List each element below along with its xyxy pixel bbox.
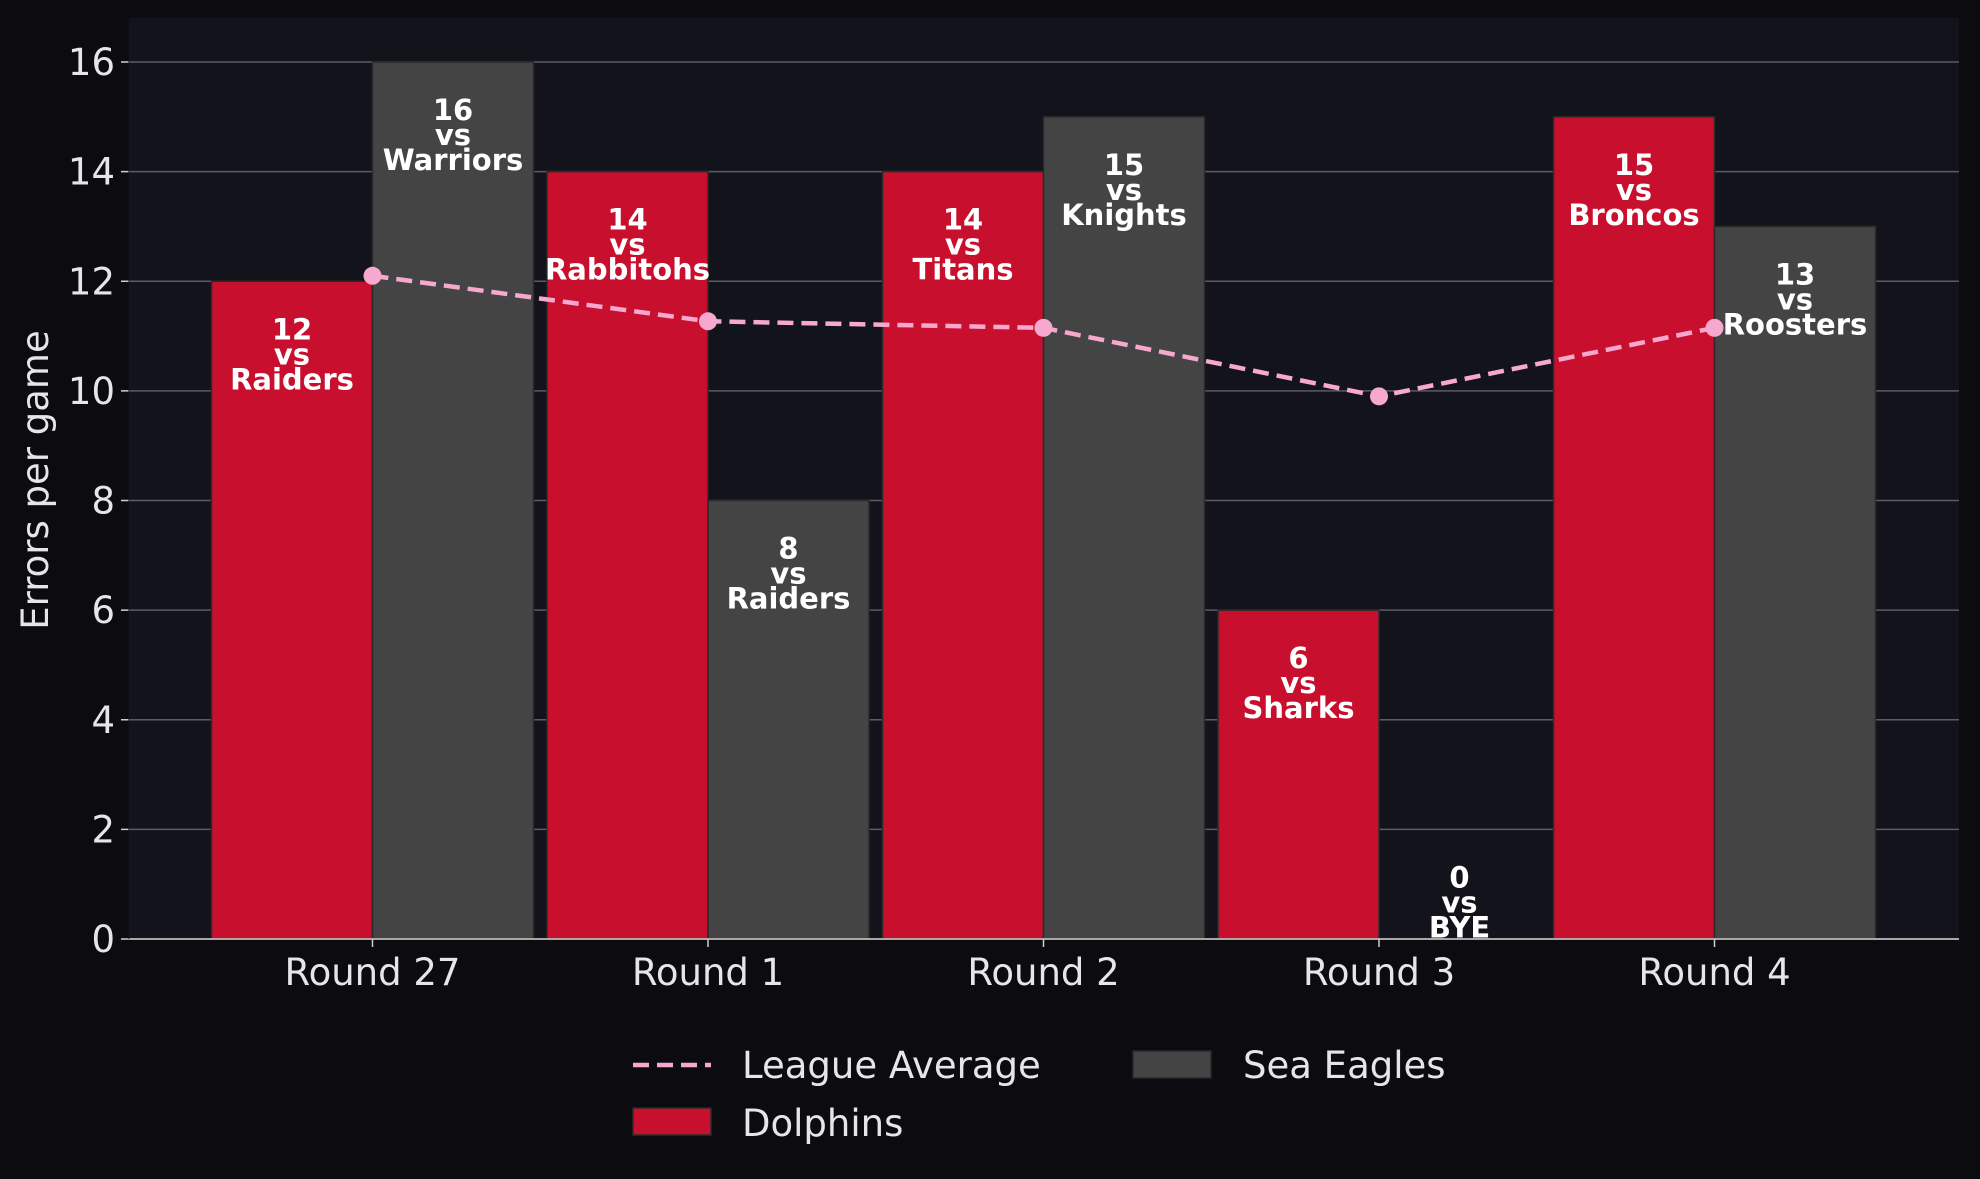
league-average-point <box>1034 318 1053 337</box>
bar-dolphins <box>546 170 709 940</box>
y-tick-label: 0 <box>91 918 115 961</box>
bar-data-label: 16 vs Warriors <box>383 93 524 177</box>
bar-dolphins <box>881 170 1045 940</box>
bar-data-label: 8 vs Raiders <box>727 532 851 616</box>
bar-dolphins <box>1552 116 1716 940</box>
bar-sea-eagles <box>371 61 535 940</box>
y-tick-label: 6 <box>91 589 115 632</box>
league-average-point <box>363 266 382 285</box>
y-tick-label: 4 <box>91 699 115 742</box>
legend-swatch-dolphins <box>632 1107 712 1136</box>
x-tick-label: Round 2 <box>967 951 1119 994</box>
league-average-point <box>699 312 717 331</box>
x-tick-label: Round 3 <box>1303 951 1455 994</box>
x-tick-label: Round 4 <box>1638 951 1790 994</box>
y-tick-label: 2 <box>91 808 115 851</box>
bar-sea-eagles <box>1713 225 1877 940</box>
x-axis: Round 27 Round 1 Round 2 Round 3 Round 4 <box>128 18 1959 994</box>
bar-labels: 12 vs Raiders 14 vs Rabbitohs 14 vs Titans 6 vs Sha… <box>230 93 1867 944</box>
bar-sea-eagles <box>707 499 870 940</box>
bar-dolphins <box>1217 609 1380 940</box>
y-tick-label: 14 <box>68 151 115 194</box>
legend-swatch-sea-eagles <box>1132 1050 1212 1079</box>
y-tick-label: 10 <box>68 370 115 413</box>
bar-data-label: 13 vs Roosters <box>1723 257 1868 341</box>
league-average-line <box>363 266 1724 406</box>
y-tick-label: 12 <box>68 260 115 303</box>
league-average-point <box>1705 318 1724 337</box>
bar-data-label: 15 vs Knights <box>1061 148 1187 232</box>
x-tick-label: Round 27 <box>285 951 461 994</box>
legend-label-dolphins: Dolphins <box>742 1102 903 1145</box>
bar-sea-eagles <box>1042 116 1206 940</box>
bars <box>210 61 1877 940</box>
bar-data-label: 14 vs Rabbitohs <box>545 203 710 287</box>
bar-dolphins <box>210 280 374 940</box>
bar-data-label: 15 vs Broncos <box>1568 148 1699 232</box>
legend: League Average Dolphins Sea Eagles <box>632 1044 1446 1145</box>
bar-data-label: 14 vs Titans <box>912 203 1013 287</box>
y-tick-label: 16 <box>68 41 115 84</box>
y-axis: 0 2 4 6 8 10 12 14 16 <box>68 41 129 961</box>
bar-data-label: 6 vs Sharks <box>1243 641 1355 725</box>
legend-label-sea-eagles: Sea Eagles <box>1243 1044 1446 1087</box>
x-tick-label: Round 1 <box>632 951 784 994</box>
legend-label-league-average: League Average <box>742 1044 1041 1087</box>
league-average-point <box>1370 387 1388 406</box>
y-axis-label: Errors per game <box>14 330 57 629</box>
bar-data-label: 12 vs Raiders <box>230 312 354 396</box>
y-tick-label: 8 <box>91 480 115 523</box>
